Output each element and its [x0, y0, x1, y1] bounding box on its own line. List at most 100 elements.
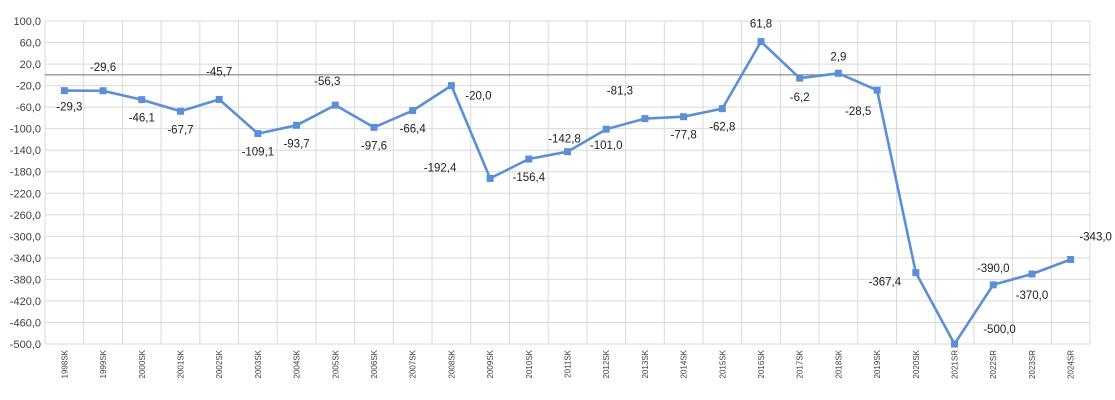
data-point-marker	[486, 174, 494, 182]
data-point-marker	[99, 87, 107, 95]
x-tick-label: 2007SK	[409, 349, 418, 378]
x-tick-label: 2019SK	[873, 349, 882, 378]
x-tick-label: 2014SK	[680, 349, 689, 378]
data-label: -192,4	[424, 162, 457, 174]
x-tick-label: 1999SK	[99, 349, 108, 378]
data-point-marker	[564, 148, 571, 156]
data-point-marker	[680, 113, 688, 121]
data-label: 2,9	[830, 51, 846, 63]
data-label: -370,0	[1016, 290, 1049, 302]
x-tick-label: 2001SK	[176, 349, 185, 378]
data-label: -343,0	[1079, 231, 1112, 243]
x-tick-label: 2023SR	[1028, 350, 1037, 379]
x-tick-label: 2008SK	[447, 349, 456, 378]
data-label: -20,0	[465, 91, 491, 103]
y-tick-label: 100,0	[13, 16, 41, 28]
y-tick-label: -20,0	[16, 81, 41, 93]
data-point-marker	[1028, 270, 1036, 278]
x-tick-label: 2022SR	[989, 350, 998, 379]
data-point-marker	[370, 123, 378, 131]
x-tick-label: 2000SK	[138, 349, 147, 378]
x-tick-label: 2017SK	[796, 349, 805, 378]
y-axis-ticks: 100,0 60,0 20,0 -20,0 -60,0 -100,0 -140,0 -180,…	[10, 16, 41, 351]
y-tick-label: 60,0	[20, 38, 41, 50]
data-point-marker	[873, 86, 881, 94]
data-point-marker	[176, 107, 184, 115]
x-tick-label: 1998SK	[60, 349, 69, 378]
data-point-marker	[602, 125, 610, 133]
data-label: -67,7	[167, 124, 193, 136]
y-tick-label: 20,0	[20, 59, 41, 71]
x-tick-label: 2010SK	[525, 349, 534, 378]
data-point-marker	[1067, 255, 1075, 263]
data-label: -109,1	[242, 147, 275, 159]
data-point-marker	[138, 96, 146, 104]
data-point-marker	[293, 121, 301, 129]
data-label: 61,8	[750, 19, 772, 31]
y-tick-label: -420,0	[10, 296, 41, 308]
y-tick-label: -460,0	[10, 317, 41, 329]
data-point-marker	[525, 155, 533, 163]
data-label: -77,8	[671, 130, 697, 142]
x-axis-ticks: 1998SK 1999SK 2000SK 2001SK 2002SK 2003SK 2004…	[60, 349, 1075, 379]
data-point-marker	[989, 281, 997, 289]
data-point-marker	[641, 115, 649, 123]
x-tick-label: 2011SK	[564, 349, 573, 378]
x-tick-label: 2009SK	[486, 349, 495, 378]
data-label: -46,1	[129, 113, 155, 125]
data-label: -142,8	[548, 134, 581, 146]
data-point-marker	[757, 38, 765, 46]
y-tick-label: -140,0	[10, 145, 41, 157]
x-tick-label: 2024SR	[1067, 350, 1076, 379]
data-label: -81,3	[607, 86, 633, 98]
y-tick-label: -60,0	[16, 102, 41, 114]
data-label: -29,6	[90, 62, 116, 74]
data-label: -6,2	[790, 92, 810, 104]
data-labels: -29,3 -29,6 -46,1 -67,7 -45,7 -109,1 -93,7 -56,…	[56, 19, 1112, 336]
data-point-marker	[718, 105, 726, 113]
x-tick-label: 2004SK	[293, 349, 302, 378]
data-label: -156,4	[512, 172, 545, 184]
data-label: -390,0	[977, 263, 1010, 275]
x-tick-label: 2021SR	[951, 350, 960, 379]
data-label: -367,4	[869, 277, 902, 289]
x-tick-label: 2015SK	[718, 349, 727, 378]
data-label: -28,5	[845, 106, 871, 118]
data-label: -56,3	[314, 76, 340, 88]
data-point-marker	[834, 69, 842, 77]
y-tick-label: -100,0	[10, 124, 41, 136]
data-point-marker	[951, 340, 959, 348]
data-label: -101,0	[590, 140, 623, 152]
x-tick-label: 2018SK	[834, 349, 843, 378]
data-point-marker	[215, 95, 223, 103]
data-point-marker	[447, 82, 455, 90]
data-point-marker	[409, 107, 417, 115]
data-label: -45,7	[206, 66, 232, 78]
data-label: -66,4	[400, 124, 427, 136]
data-point-marker	[796, 74, 804, 82]
data-label: -93,7	[283, 138, 309, 150]
y-tick-label: -380,0	[10, 274, 41, 286]
data-label: -97,6	[361, 140, 387, 152]
data-points	[60, 38, 1075, 348]
data-label: -500,0	[983, 324, 1016, 336]
x-tick-label: 2016SK	[757, 349, 766, 378]
grid	[44, 20, 1091, 345]
x-tick-label: 2012SK	[602, 349, 611, 378]
y-tick-label: -180,0	[10, 167, 41, 179]
x-tick-label: 2020SK	[912, 349, 921, 378]
x-tick-label: 2005SK	[331, 349, 340, 378]
x-tick-label: 2002SK	[215, 349, 224, 378]
data-point-marker	[912, 269, 920, 277]
x-tick-label: 2003SK	[254, 349, 263, 378]
data-point-marker	[254, 130, 262, 138]
y-tick-label: -340,0	[10, 253, 41, 265]
x-tick-label: 2006SK	[370, 349, 379, 378]
data-point-marker	[60, 87, 68, 95]
y-tick-label: -220,0	[10, 188, 41, 200]
y-tick-label: -500,0	[10, 339, 41, 351]
y-tick-label: -300,0	[10, 231, 41, 243]
x-tick-label: 2013SK	[641, 349, 650, 378]
